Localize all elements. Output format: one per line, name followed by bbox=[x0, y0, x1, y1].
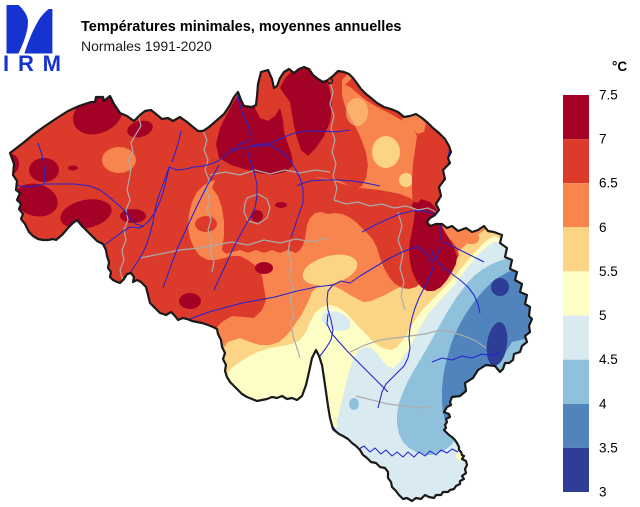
svg-text:4.5: 4.5 bbox=[599, 352, 618, 367]
svg-text:6: 6 bbox=[599, 220, 607, 235]
svg-text:6.5: 6.5 bbox=[599, 176, 618, 191]
svg-text:3: 3 bbox=[599, 485, 607, 500]
svg-text:7.5: 7.5 bbox=[599, 88, 618, 103]
svg-text:4: 4 bbox=[599, 396, 607, 411]
svg-text:5: 5 bbox=[599, 308, 607, 323]
svg-text:Normales 1991-2020: Normales 1991-2020 bbox=[81, 38, 212, 54]
svg-text:°C: °C bbox=[612, 59, 627, 74]
svg-text:5.5: 5.5 bbox=[599, 264, 618, 279]
svg-text:Températures minimales, moyenn: Températures minimales, moyennes annuell… bbox=[81, 19, 401, 35]
svg-text:7: 7 bbox=[599, 132, 607, 147]
svg-text:3.5: 3.5 bbox=[599, 440, 618, 455]
